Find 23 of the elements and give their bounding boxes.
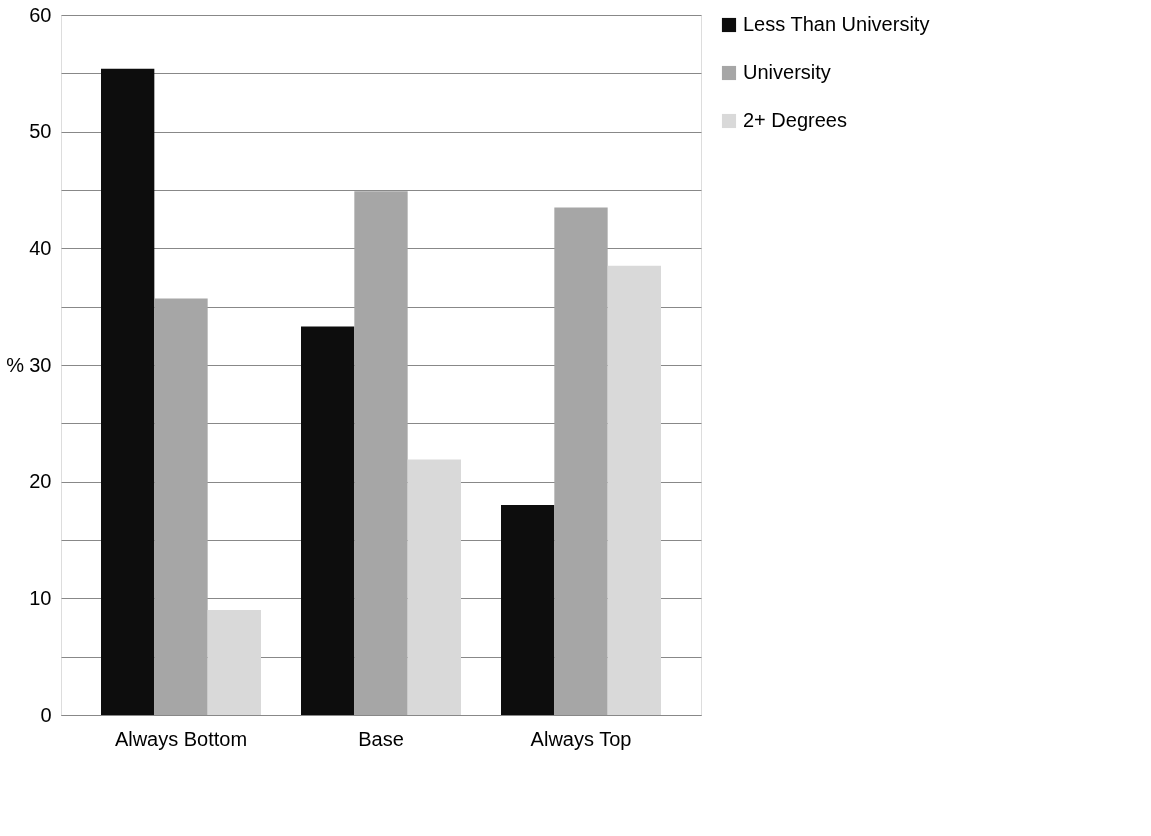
- y-tick-label: 40: [29, 236, 52, 259]
- bar: [407, 459, 461, 715]
- y-tick-label: 10: [29, 586, 52, 609]
- bar: [101, 68, 155, 715]
- legend-label: 2+ Degrees: [743, 109, 847, 131]
- y-tick-label: 60: [29, 3, 52, 26]
- y-tick-label: 0: [40, 703, 52, 726]
- y-axis-title: %: [6, 353, 25, 376]
- bar: [554, 207, 608, 715]
- bar: [501, 505, 555, 715]
- x-tick-label: Always Top: [530, 727, 632, 750]
- bar: [354, 191, 408, 715]
- y-tick-label: 50: [29, 120, 52, 143]
- x-tick-label: Base: [358, 727, 404, 750]
- bar: [207, 610, 261, 715]
- legend-label: Less Than University: [743, 13, 930, 35]
- y-tick-label: 30: [29, 353, 52, 376]
- bar: [301, 326, 355, 715]
- y-tick-label: 20: [29, 470, 52, 493]
- bar: [154, 298, 208, 715]
- x-tick-label: Always Bottom: [114, 727, 248, 750]
- bar: [607, 265, 661, 715]
- legend-label: University: [743, 61, 831, 83]
